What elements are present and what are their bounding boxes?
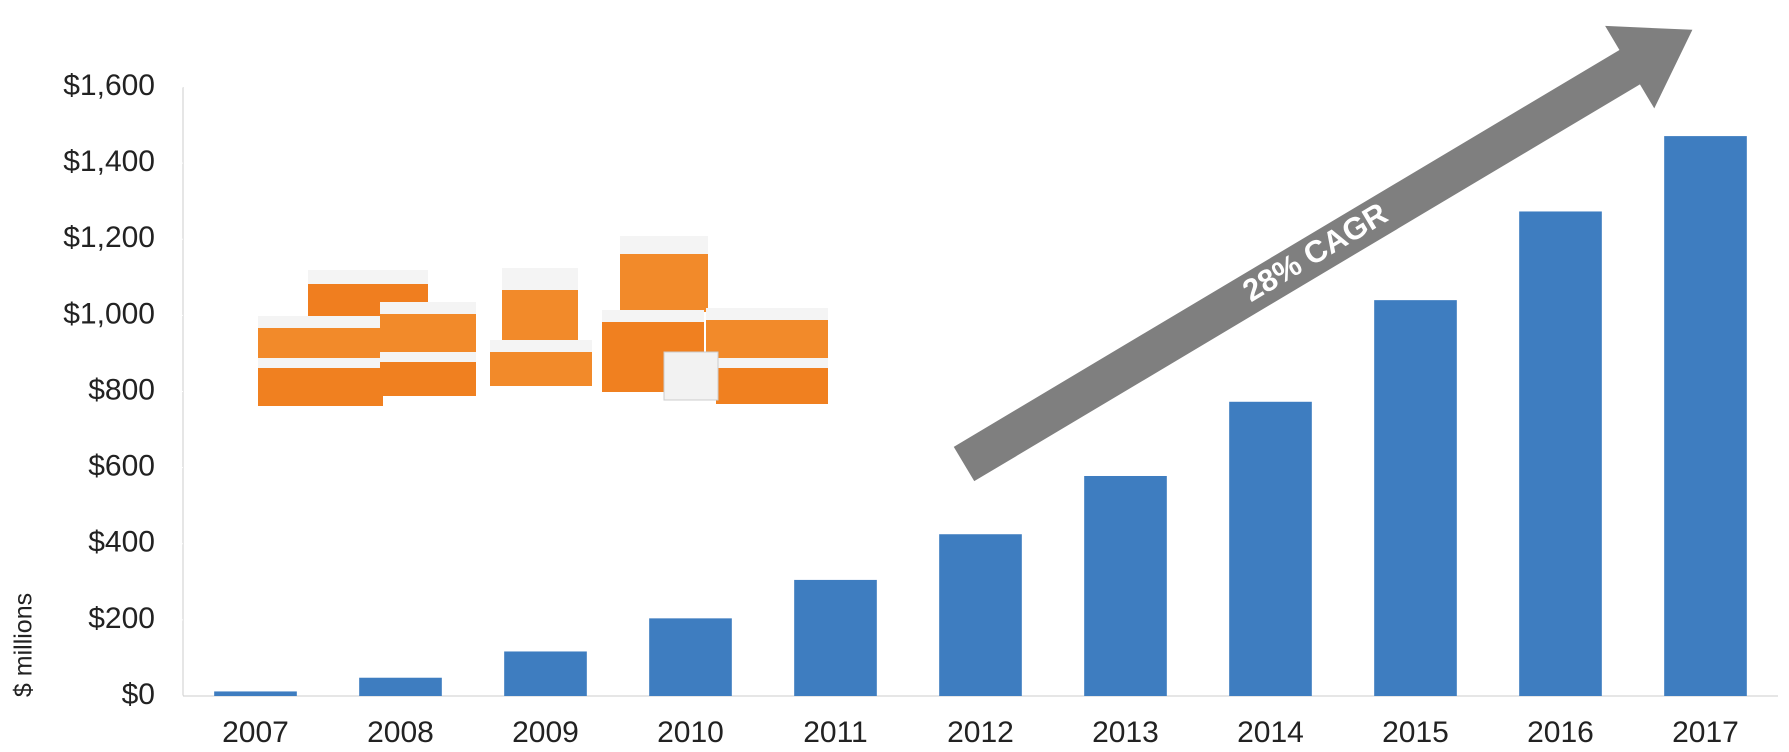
bar [1084, 475, 1167, 696]
x-tick-label: 2009 [512, 716, 579, 749]
y-tick-label: $600 [88, 450, 155, 483]
x-tick-label: 2008 [367, 716, 434, 749]
y-axis-label: $ millions [10, 593, 38, 697]
y-tick-label: $1,200 [63, 221, 155, 254]
bar [1229, 401, 1312, 696]
bar [1519, 211, 1602, 697]
x-tick-label: 2007 [222, 716, 289, 749]
product-image [258, 236, 828, 406]
bar [794, 579, 877, 696]
x-tick-label: 2012 [947, 716, 1014, 749]
annotation: 28% CAGR [1236, 196, 1393, 309]
bar [1374, 300, 1457, 696]
x-tick-label: 2014 [1237, 716, 1304, 749]
x-tick-label: 2013 [1092, 716, 1159, 749]
x-tick-label: 2011 [803, 716, 868, 749]
bar [359, 677, 442, 696]
y-tick-label: $1,000 [63, 297, 155, 330]
y-tick-label: $1,400 [63, 145, 155, 178]
x-tick-label: 2017 [1672, 716, 1739, 749]
bar [649, 618, 732, 696]
y-tick-label: $200 [88, 602, 155, 635]
bar [1664, 136, 1747, 696]
y-tick-label: $400 [88, 526, 155, 559]
y-tick-label: $0 [122, 678, 155, 711]
x-tick-label: 2015 [1382, 716, 1449, 749]
y-tick-label: $800 [88, 373, 155, 406]
bar [939, 534, 1022, 696]
bar [504, 651, 587, 696]
bar [214, 691, 297, 696]
x-tick-label: 2010 [657, 716, 724, 749]
y-tick-label: $1,600 [63, 69, 155, 102]
x-tick-label: 2016 [1527, 716, 1594, 749]
